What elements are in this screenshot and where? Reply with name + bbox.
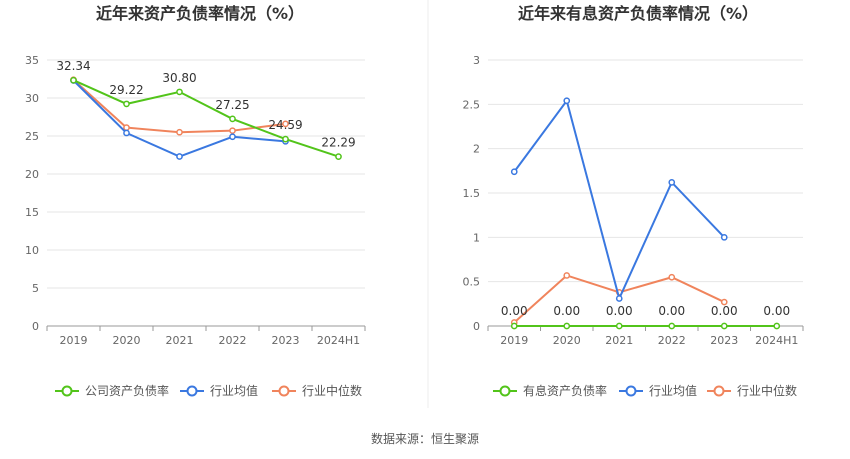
data-label: 0.00 (763, 304, 790, 318)
legend-label: 行业中位数 (302, 383, 362, 398)
data-point-avg (123, 129, 130, 137)
data-source: 数据来源：恒生聚源 (371, 431, 479, 446)
data-point-company (668, 322, 676, 330)
y-tick-label: 30 (25, 92, 39, 105)
x-tick-label: 2024H1 (317, 334, 360, 347)
legend-label: 行业均值 (210, 383, 258, 398)
y-tick-label: 0.5 (463, 276, 481, 289)
y-tick-label: 1.5 (463, 187, 481, 200)
legend-item-median[interactable]: 行业中位数 (707, 383, 797, 398)
data-point-avg (668, 179, 676, 186)
data-point-company (335, 153, 342, 160)
data-label: 0.00 (606, 304, 633, 318)
y-tick-label: 3 (473, 54, 480, 67)
y-tick-label: 2 (473, 143, 480, 156)
data-label: 0.00 (501, 304, 528, 318)
legend-item-avg[interactable]: 行业均值 (180, 383, 258, 398)
data-point-company (615, 322, 623, 330)
series-line-avg (513, 98, 725, 302)
legend-item-avg[interactable]: 行业均值 (619, 383, 697, 398)
data-point-company (563, 322, 571, 330)
data-label: 32.34 (56, 59, 90, 73)
data-label: 27.25 (215, 98, 249, 112)
data-point-median (123, 124, 130, 131)
data-point-avg (563, 97, 571, 105)
chart-right: 0 0.5 1 1.5 2 2.5 3 2019 2020 2021 2022 2023 2024H1 0… (463, 54, 804, 398)
legend-marker (61, 385, 73, 397)
data-point-company (773, 322, 781, 330)
data-point-avg (510, 168, 518, 176)
data-point-median (282, 120, 289, 128)
series-line-company (73, 79, 339, 158)
x-tick-label: 2019 (500, 334, 528, 347)
x-tick-label: 2022 (219, 334, 247, 347)
data-point-company (720, 322, 728, 330)
data-point-company (123, 100, 130, 108)
x-tick-label: 2020 (553, 334, 581, 347)
legend-item-company[interactable]: 有息资产负债率 (493, 383, 607, 398)
data-label: 24.59 (268, 118, 302, 132)
data-point-median (720, 298, 728, 306)
y-tick-label: 0 (32, 320, 39, 333)
x-tick-label: 2021 (605, 334, 633, 347)
x-tick-label: 2020 (113, 334, 141, 347)
data-point-company (282, 135, 289, 143)
data-label: 0.00 (711, 304, 738, 318)
legend-label: 行业均值 (649, 383, 697, 398)
legend-marker (713, 385, 725, 397)
legend-label: 有息资产负债率 (523, 383, 607, 398)
series-line-median (72, 79, 286, 134)
data-point-company (510, 322, 518, 330)
chart-title-right: 近年来有息资产负债率情况（%） (518, 4, 758, 23)
data-point-median (176, 128, 183, 136)
y-tick-label: 20 (25, 168, 39, 181)
legend-label: 公司资产负债率 (85, 383, 169, 398)
legend-item-median[interactable]: 行业中位数 (272, 383, 362, 398)
data-label: 0.00 (658, 304, 685, 318)
data-point-median (668, 273, 676, 281)
data-point-avg (176, 153, 183, 160)
y-tick-label: 5 (32, 282, 39, 295)
x-tick-label: 2024H1 (755, 334, 798, 347)
y-tick-label: 25 (25, 130, 39, 143)
y-tick-label: 10 (25, 244, 39, 257)
x-tick-label: 2023 (710, 334, 738, 347)
x-tick-label: 2023 (272, 334, 300, 347)
data-label: 30.80 (162, 71, 196, 85)
x-tick-label: 2021 (166, 334, 194, 347)
y-tick-label: 35 (25, 54, 39, 67)
data-label: 29.22 (109, 83, 143, 97)
y-tick-label: 0 (473, 320, 480, 333)
data-point-avg (720, 233, 728, 241)
y-tick-label: 15 (25, 206, 39, 219)
data-label: 0.00 (553, 304, 580, 318)
legend-marker (625, 385, 637, 397)
chart-title-left: 近年来资产负债率情况（%） (96, 4, 304, 23)
legend-marker (499, 385, 511, 397)
data-point-company (176, 88, 183, 96)
legend-marker (186, 385, 198, 397)
data-point-median (229, 127, 236, 135)
data-point-company (229, 115, 236, 123)
data-point-median (563, 272, 571, 279)
legend-marker (278, 385, 290, 397)
x-tick-label: 2022 (658, 334, 686, 347)
data-point-company (70, 76, 77, 84)
legend-label: 行业中位数 (737, 383, 797, 398)
x-tick-label: 2019 (60, 334, 88, 347)
chart-left: 0 5 10 15 20 25 30 35 2019 2020 2021 2022 2023 2024H1… (25, 54, 366, 398)
y-tick-label: 2.5 (463, 98, 481, 111)
data-label: 22.29 (321, 136, 355, 150)
data-point-avg (615, 295, 623, 302)
data-point-avg (229, 133, 236, 141)
y-tick-label: 1 (473, 231, 480, 244)
legend-item-company[interactable]: 公司资产负债率 (55, 383, 169, 398)
